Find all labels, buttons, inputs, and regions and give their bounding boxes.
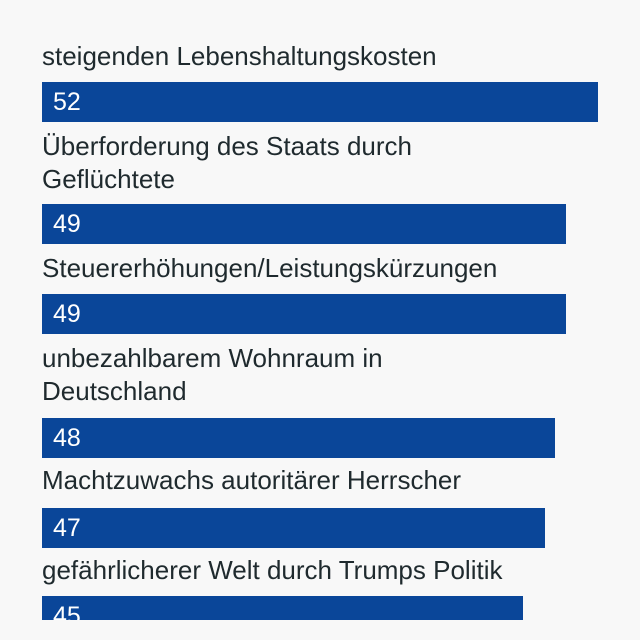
bar-list: steigenden Lebenshaltungskosten 52 Überfor… [42, 41, 598, 620]
bar: 49 [42, 294, 566, 334]
category-label: gefährlicherer Welt durch Trumps Politik [42, 555, 503, 585]
bar: 48 [42, 418, 556, 458]
bar: 45 [42, 596, 524, 620]
bar: 47 [42, 508, 545, 548]
category-label: steigenden Lebenshaltungskosten [42, 41, 437, 71]
bar: 49 [42, 204, 566, 244]
category-label: Überforderung des Staats durch Geflüchte… [42, 131, 412, 194]
category-label: Steuererhöhungen/Leistungskürzungen [42, 253, 498, 283]
value-label: 48 [53, 424, 81, 452]
value-label: 45 [53, 602, 81, 620]
bar: 52 [42, 82, 598, 122]
value-label: 49 [53, 300, 81, 328]
category-label: unbezahlbarem Wohnraum in Deutschland [42, 343, 383, 406]
value-label: 47 [53, 514, 81, 542]
category-label: Machtzuwachs autoritärer Herrscher [42, 465, 462, 495]
value-label: 52 [53, 88, 81, 116]
value-label: 49 [53, 210, 81, 238]
